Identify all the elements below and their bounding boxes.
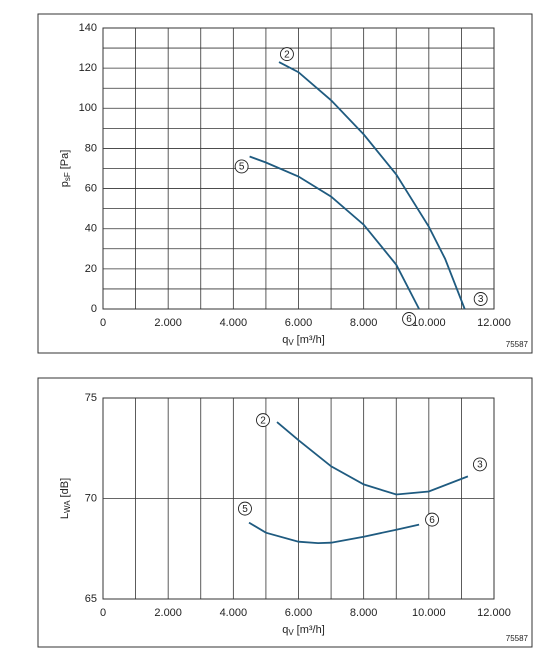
- plot-border: [102, 27, 495, 310]
- label-part: V: [288, 628, 294, 637]
- panel-frame: [37, 13, 533, 354]
- curve-marker-circle: [402, 312, 417, 326]
- label-part: V: [288, 338, 294, 347]
- label-part: [dB]: [59, 478, 71, 498]
- x-tick-label: 4.000: [220, 607, 248, 619]
- y-tick-label: 120: [79, 62, 97, 74]
- curve-marker-label: 2: [284, 49, 290, 60]
- label-part: [m³/h]: [297, 334, 325, 346]
- label-part: sF: [63, 172, 72, 181]
- x-tick-label: 10.000: [412, 607, 446, 619]
- curve-marker-label: 2: [260, 415, 266, 426]
- y-tick-label: 140: [79, 22, 97, 34]
- x-tick-label: 8.000: [350, 607, 378, 619]
- x-tick-label: 4.000: [220, 317, 248, 329]
- x-axis-label: qV [m³/h]: [282, 334, 325, 347]
- label-part: L: [59, 513, 71, 519]
- curve-marker-label: 6: [429, 515, 435, 526]
- curve-marker-circle: [425, 512, 440, 527]
- curve-marker-label: 3: [477, 460, 483, 471]
- y-tick-label: 70: [85, 492, 97, 504]
- x-tick-label: 2.000: [154, 607, 182, 619]
- curve: [278, 61, 466, 310]
- y-tick-label: 65: [85, 593, 97, 605]
- label-part: [m³/h]: [297, 624, 325, 636]
- curve: [249, 155, 420, 310]
- curve-marker-circle: [280, 47, 294, 62]
- y-tick-label: 60: [85, 182, 97, 194]
- figure-code: 75587: [506, 340, 529, 349]
- label-part: q: [282, 334, 288, 346]
- x-tick-label: 6.000: [285, 317, 313, 329]
- curve-marker-circle: [238, 501, 252, 516]
- x-tick-label: 10.000: [412, 317, 446, 329]
- label-part: WA: [63, 500, 72, 513]
- curve-marker-label: 6: [406, 314, 412, 325]
- x-tick-label: 0: [100, 317, 106, 329]
- x-tick-label: 12.000: [477, 317, 511, 329]
- curve-marker-label: 5: [242, 504, 248, 515]
- x-tick-label: 8.000: [350, 317, 378, 329]
- label-part: q: [282, 624, 288, 636]
- curve-marker-circle: [234, 159, 249, 174]
- curve-marker-label: 3: [478, 294, 484, 305]
- x-tick-label: 6.000: [285, 607, 313, 619]
- label-part: p: [59, 181, 71, 187]
- label-part: [Pa]: [59, 150, 71, 170]
- y-axis-label: LWA [dB]: [59, 478, 72, 519]
- x-tick-label: 2.000: [154, 317, 182, 329]
- y-tick-label: 80: [85, 142, 97, 154]
- figure-code: 75587: [506, 634, 529, 643]
- y-tick-label: 75: [85, 392, 97, 404]
- x-tick-label: 0: [100, 607, 106, 619]
- panel-frame: [37, 377, 533, 648]
- y-tick-label: 100: [79, 102, 97, 114]
- curve-marker-circle: [256, 413, 270, 428]
- curve-marker-circle: [473, 292, 488, 306]
- x-tick-label: 12.000: [477, 607, 511, 619]
- plot-border: [102, 397, 495, 600]
- y-tick-label: 40: [85, 223, 97, 235]
- curve: [248, 521, 420, 545]
- curve: [276, 421, 469, 496]
- x-axis-label: qV [m³/h]: [282, 624, 325, 637]
- y-tick-label: 20: [85, 263, 97, 275]
- y-tick-label: 0: [91, 303, 97, 315]
- y-axis-label: psF [Pa]: [59, 150, 72, 188]
- curve-marker-circle: [472, 457, 487, 472]
- curve-marker-label: 5: [239, 162, 245, 173]
